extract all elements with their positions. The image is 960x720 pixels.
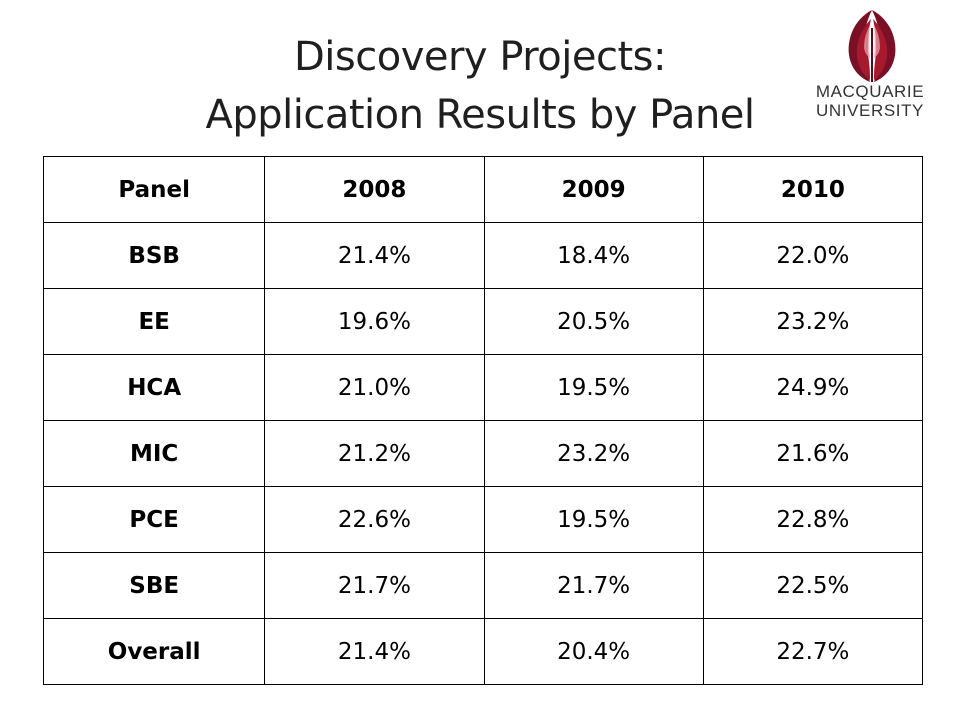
logo-text-line-2: UNIVERSITY — [815, 101, 925, 120]
panel-name-cell: PCE — [42, 486, 266, 553]
rate-cell: 20.5% — [483, 288, 704, 355]
rate-cell: 23.2% — [702, 288, 924, 355]
table-row: HCA 21.0% 19.5% 24.9% — [42, 354, 924, 421]
rate-cell: 19.6% — [264, 288, 485, 355]
column-header-2009: 2009 — [483, 156, 704, 223]
panel-name-cell: EE — [42, 288, 266, 355]
logo-text-line-1: MACQUARIE — [815, 82, 925, 101]
panel-name-cell: Overall — [42, 618, 266, 685]
rate-cell: 21.4% — [264, 618, 485, 685]
table-row: MIC 21.2% 23.2% 21.6% — [42, 420, 924, 487]
panel-name-cell: HCA — [42, 354, 266, 421]
rate-cell: 22.0% — [702, 222, 924, 289]
rate-cell: 23.2% — [483, 420, 704, 487]
table-row: SBE 21.7% 21.7% 22.5% — [42, 552, 924, 619]
rate-cell: 21.0% — [264, 354, 485, 421]
rate-cell: 20.4% — [483, 618, 704, 685]
rate-cell: 22.6% — [264, 486, 485, 553]
table-row: PCE 22.6% 19.5% 22.8% — [42, 486, 924, 553]
table-row: EE 19.6% 20.5% 23.2% — [42, 288, 924, 355]
slide-title-line-1: Discovery Projects: — [293, 34, 667, 80]
rate-cell: 21.6% — [702, 420, 924, 487]
rate-cell: 21.7% — [264, 552, 485, 619]
table-row-overall: Overall 21.4% 20.4% 22.7% — [42, 618, 924, 685]
column-header-2008: 2008 — [264, 156, 485, 223]
university-logo: MACQUARIE UNIVERSITY — [800, 8, 940, 126]
rate-cell: 19.5% — [483, 486, 704, 553]
column-header-2010: 2010 — [702, 156, 924, 223]
rate-cell: 22.8% — [702, 486, 924, 553]
rate-cell: 24.9% — [702, 354, 924, 421]
rate-cell: 21.2% — [264, 420, 485, 487]
panel-name-cell: MIC — [42, 420, 266, 487]
rate-cell: 21.4% — [264, 222, 485, 289]
slide-title-line-2: Application Results by Panel — [205, 92, 755, 138]
table-header-row: Panel 2008 2009 2010 — [42, 156, 924, 223]
rate-cell: 22.5% — [702, 552, 924, 619]
rate-cell: 18.4% — [483, 222, 704, 289]
slide-title: Discovery Projects: Application Results … — [120, 28, 840, 144]
table-row: BSB 21.4% 18.4% 22.0% — [42, 222, 924, 289]
column-header-panel: Panel — [42, 156, 266, 223]
macquarie-emblem-icon — [848, 10, 896, 82]
logo-wordmark: MACQUARIE UNIVERSITY — [800, 82, 940, 120]
panel-name-cell: SBE — [42, 552, 266, 619]
panel-name-cell: BSB — [42, 222, 266, 289]
results-table: Panel 2008 2009 2010 BSB 21.4% 18.4% 22.… — [42, 156, 924, 685]
rate-cell: 22.7% — [702, 618, 924, 685]
rate-cell: 19.5% — [483, 354, 704, 421]
rate-cell: 21.7% — [483, 552, 704, 619]
